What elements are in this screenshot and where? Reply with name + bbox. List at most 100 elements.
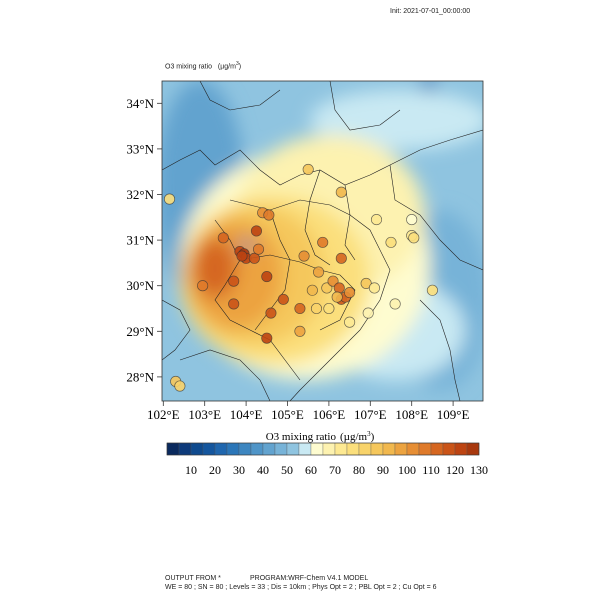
lat-tick-label: 30°N (126, 278, 154, 293)
colorbar-box (238, 442, 252, 456)
colorbar-box (406, 442, 420, 456)
station-marker (248, 252, 260, 264)
station-marker (228, 298, 240, 310)
colorbar-box (298, 442, 312, 456)
colorbar-tick-label: 30 (233, 463, 245, 477)
colorbar-box (322, 442, 336, 456)
colorbar-tick-label: 100 (398, 463, 416, 477)
colorbar-tick-label: 70 (329, 463, 341, 477)
field-units-close: ) (238, 63, 242, 71)
colorbar-tick-label: 50 (281, 463, 293, 477)
station-marker (368, 282, 380, 294)
station-marker (385, 236, 397, 248)
colorbar-units-sup: 3 (367, 430, 371, 438)
station-marker (333, 282, 345, 294)
station-marker (163, 193, 176, 205)
field-units-sup: 3 (235, 61, 239, 67)
colorbar-tick-label: 60 (305, 463, 317, 477)
station-marker (298, 250, 310, 262)
colorbar-box (190, 442, 204, 456)
station-marker (250, 225, 263, 237)
lon-tick-label: 106°E (313, 407, 346, 422)
lon-tick-label: 109°E (437, 407, 470, 422)
map-axes: 102°E 103°E 104°E 105°E 106°E 107°E 108°E 109°E… (126, 96, 469, 422)
station-marker (406, 214, 418, 226)
station-marker (217, 232, 229, 244)
colorbar-tick-label: 90 (377, 463, 389, 477)
lat-tick-label: 31°N (126, 233, 154, 248)
lon-tick-label: 108°E (395, 407, 428, 422)
init-time: Init: 2021-07-01_00:00:00 (390, 8, 471, 15)
colorbar-units-close: ) (371, 431, 375, 443)
colorbar: 10 20 30 40 50 60 70 80 90 100 110 120 130 (166, 442, 488, 477)
colorbar-tick-label: 20 (209, 463, 221, 477)
lat-tick-label: 28°N (126, 369, 154, 384)
colorbar-box (382, 442, 396, 456)
field-units: (µg/m (217, 63, 236, 71)
lat-tick-label: 34°N (126, 96, 154, 111)
colorbar-box (418, 442, 432, 456)
station-marker (335, 252, 347, 264)
colorbar-box (226, 442, 240, 456)
colorbar-tick-label: 40 (257, 463, 269, 477)
station-marker (327, 275, 339, 287)
colorbar-box (166, 442, 180, 456)
colorbar-box (274, 442, 288, 456)
lon-tick-label: 105°E (271, 407, 304, 422)
station-marker (261, 332, 273, 344)
station-marker (370, 214, 383, 226)
lon-tick-label: 103°E (188, 407, 221, 422)
lon-tick-label: 107°E (354, 407, 387, 422)
colorbar-box (202, 442, 216, 456)
colorbar-title: O3 mixing ratio (µg/m3) (266, 430, 375, 443)
lat-tick-label: 33°N (126, 141, 154, 156)
station-marker (426, 284, 438, 296)
colorbar-box (214, 442, 228, 456)
field-title: O3 mixing ratio (µg/m3) (165, 61, 241, 70)
colorbar-tick-label: 110 (422, 463, 440, 477)
lat-tick-label: 32°N (126, 187, 154, 202)
lat-tick-label: 29°N (126, 324, 154, 339)
station-marker (331, 291, 343, 303)
station-marker (294, 325, 306, 337)
lon-tick-label: 102°E (147, 407, 180, 422)
station-marker (174, 380, 186, 392)
map-frame (161, 80, 484, 402)
colorbar-frame (166, 442, 480, 456)
station-marker (310, 302, 323, 315)
o3-field (162, 81, 483, 401)
colorbar-box (250, 442, 264, 456)
colorbar-tick-label: 80 (353, 463, 365, 477)
colorbar-box (178, 442, 192, 456)
colorbar-units: (µg/m (340, 431, 368, 443)
station-markers (163, 163, 438, 392)
colorbar-box (370, 442, 384, 456)
colorbar-box (310, 442, 324, 456)
station-marker (306, 284, 318, 296)
colorbar-tick-label: 120 (446, 463, 464, 477)
colorbar-tick-label: 10 (185, 463, 197, 477)
station-marker (265, 307, 277, 319)
colorbar-box (430, 442, 444, 456)
colorbar-tick-label: 130 (470, 463, 488, 477)
field-title-text: O3 mixing ratio (165, 63, 213, 71)
colorbar-box (286, 442, 300, 456)
station-marker (321, 282, 333, 294)
footer-program: PROGRAM:WRF-Chem V4.1 MODEL (250, 575, 369, 582)
colorbar-box (466, 442, 480, 456)
station-marker (389, 298, 401, 310)
station-marker (312, 266, 325, 278)
station-marker (197, 280, 209, 292)
lon-tick-label: 104°E (230, 407, 263, 422)
colorbar-box (442, 442, 456, 456)
footer-output: OUTPUT FROM * (165, 575, 221, 582)
station-marker (344, 316, 356, 328)
colorbar-box (454, 442, 468, 456)
colorbar-title-text: O3 mixing ratio (266, 431, 337, 443)
station-marker (236, 250, 248, 262)
colorbar-box (394, 442, 408, 456)
station-marker (252, 243, 265, 255)
station-marker (317, 236, 329, 248)
